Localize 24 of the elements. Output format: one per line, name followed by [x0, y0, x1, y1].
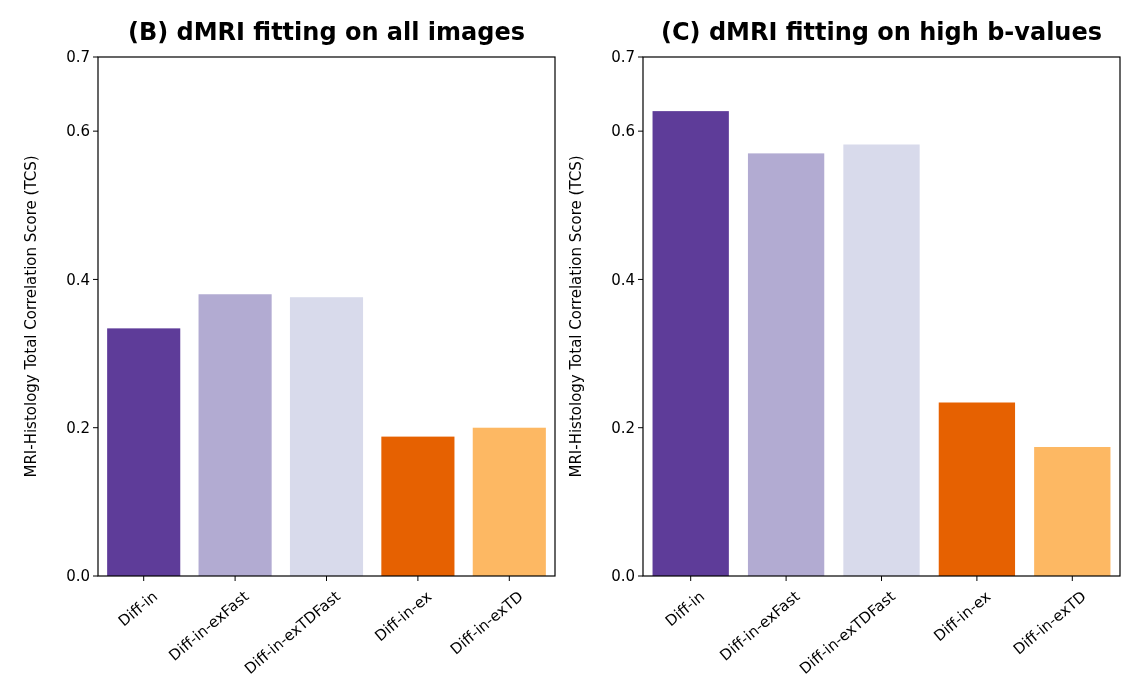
y-tick-label: 0.4 — [66, 270, 90, 289]
chart-title: (C) dMRI fitting on high b-values — [660, 18, 1103, 46]
y-tick-label: 0.2 — [66, 418, 90, 437]
y-axis-title: MRI-Histology Total Correlation Score (TCS) — [567, 155, 585, 478]
bar — [198, 294, 272, 576]
y-tick-label: 0.0 — [611, 567, 635, 586]
bar — [747, 153, 825, 576]
y-tick-label: 0.7 — [611, 48, 635, 67]
y-tick-label: 0.6 — [66, 122, 90, 141]
y-axis-title: MRI-Histology Total Correlation Score (TCS) — [22, 155, 40, 478]
bar — [289, 297, 364, 576]
bar — [843, 144, 920, 576]
chart-title: (B) dMRI fitting on all images — [127, 18, 526, 46]
y-tick-label: 0.6 — [611, 122, 635, 141]
y-tick-label: 0.4 — [611, 270, 635, 289]
bar — [381, 436, 455, 576]
bar — [107, 328, 181, 576]
bar — [938, 402, 1016, 576]
bar — [472, 427, 546, 576]
y-tick-label: 0.7 — [66, 48, 90, 67]
y-tick-label: 0.2 — [611, 418, 635, 437]
y-tick-label: 0.0 — [66, 567, 90, 586]
bar — [652, 111, 729, 576]
bar — [1034, 446, 1111, 576]
